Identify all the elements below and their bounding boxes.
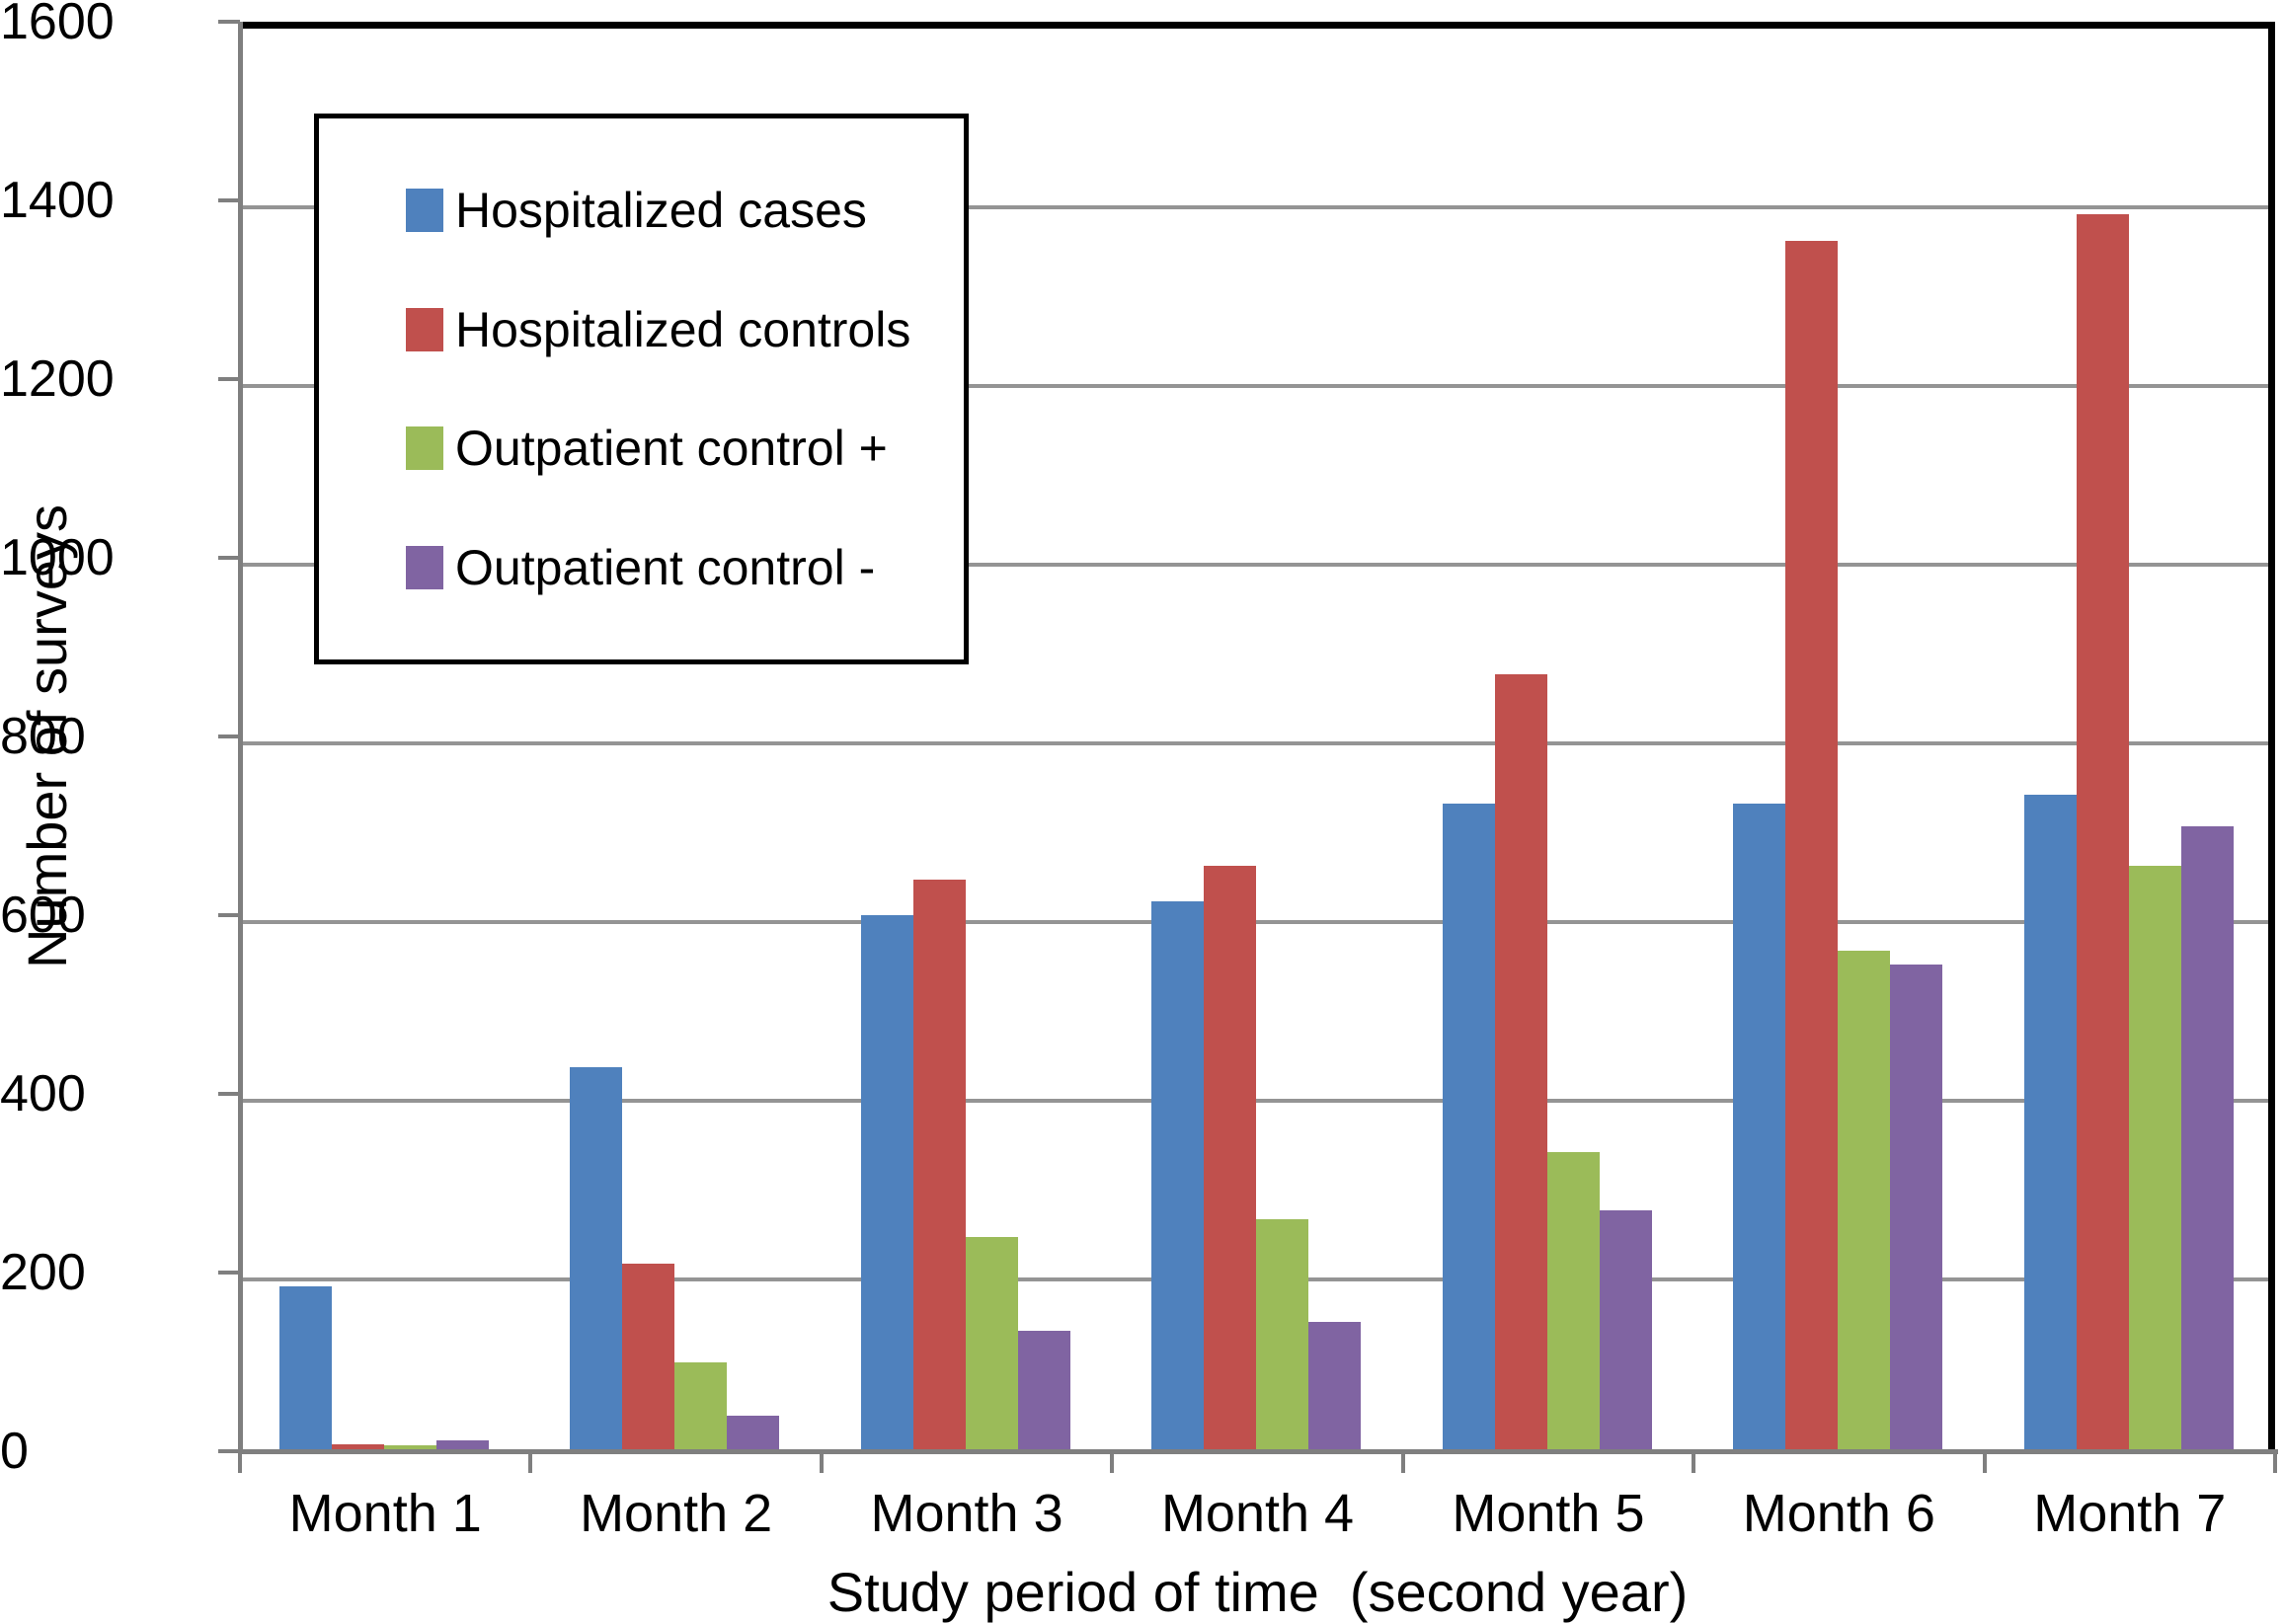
y-tick-label-1200: 1200 [0, 350, 115, 408]
y-tick-label-800: 800 [0, 708, 86, 765]
gridline-800 [240, 741, 2268, 745]
bar-hospitalized-controls-2 [622, 1263, 675, 1451]
x-axis-line [238, 1449, 2278, 1454]
x-axis-tick [1110, 1451, 1115, 1473]
y-tick-label-1600: 1600 [0, 0, 115, 50]
x-axis-tick [528, 1451, 533, 1473]
bar-outpatient-control-2 [674, 1361, 728, 1451]
legend-label: Outpatient control + [455, 421, 888, 477]
bar-hospitalized-controls-3 [912, 879, 966, 1451]
category-label-5: Month 5 [1452, 1484, 1645, 1543]
bar-hospitalized-controls-1 [332, 1443, 384, 1451]
bar-hospitalized-cases-3 [860, 915, 913, 1451]
bar-outpatient-control-3 [965, 1236, 1018, 1451]
bar-hospitalized-controls-5 [1494, 673, 1547, 1451]
x-axis-tick [1692, 1451, 1696, 1473]
legend-item: Hospitalized controls [406, 303, 964, 356]
bar-outpatient-control-5 [1599, 1209, 1652, 1451]
bar-hospitalized-controls-4 [1204, 866, 1257, 1451]
x-axis-tick [2273, 1451, 2277, 1473]
y-axis-tick [218, 913, 240, 917]
legend-swatch-icon [406, 426, 443, 471]
legend-item: Outpatient control - [406, 541, 964, 594]
bar-hospitalized-cases-2 [570, 1066, 623, 1451]
y-tick-label-600: 600 [0, 887, 86, 944]
x-axis-title: Study period of time (second year) [827, 1561, 1689, 1623]
y-axis-line [238, 22, 243, 1454]
category-label-7: Month 7 [2033, 1484, 2227, 1543]
bar-outpatient-control-1 [384, 1444, 436, 1451]
y-axis-tick [218, 1449, 240, 1453]
x-axis-tick [238, 1451, 242, 1473]
plot-area [240, 22, 2275, 1451]
category-label-3: Month 3 [870, 1484, 1063, 1543]
y-tick-label-1400: 1400 [0, 172, 115, 229]
bar-outpatient-control-7 [2128, 866, 2181, 1451]
category-label-6: Month 6 [1742, 1484, 1935, 1543]
category-label-2: Month 2 [580, 1484, 773, 1543]
category-label-4: Month 4 [1160, 1484, 1355, 1543]
bar-hospitalized-controls-6 [1785, 240, 1839, 1451]
y-axis-tick [218, 20, 240, 24]
y-axis-tick [218, 1271, 240, 1275]
bar-hospitalized-cases-4 [1151, 901, 1205, 1451]
y-tick-label-1000: 1000 [0, 529, 115, 586]
bar-outpatient-control-4 [1256, 1218, 1309, 1451]
y-tick-label-400: 400 [0, 1065, 86, 1122]
bar-outpatient-control-2 [727, 1415, 780, 1451]
bar-outpatient-control-7 [2180, 825, 2234, 1451]
legend-label: Outpatient control - [455, 539, 876, 595]
legend-swatch-icon [406, 545, 443, 589]
bar-outpatient-control-4 [1308, 1321, 1362, 1451]
y-axis-tick [218, 198, 240, 202]
legend-swatch-icon [406, 307, 443, 351]
bar-hospitalized-cases-1 [279, 1285, 332, 1451]
gridline-1400 [240, 205, 2268, 209]
y-tick-label-200: 200 [0, 1244, 86, 1301]
bar-outpatient-control-3 [1017, 1330, 1070, 1451]
gridline-1200 [240, 384, 2268, 388]
legend-box: Hospitalized cases Hospitalized controls O… [314, 114, 969, 664]
y-axis-tick [218, 1092, 240, 1096]
bar-outpatient-control-6 [1890, 964, 1943, 1451]
x-axis-tick [1400, 1451, 1405, 1473]
legend-item: Outpatient control + [406, 422, 964, 475]
bar-outpatient-control-6 [1838, 951, 1891, 1451]
y-axis-tick [218, 377, 240, 381]
bar-hospitalized-cases-6 [1733, 803, 1786, 1451]
bar-outpatient-control-5 [1546, 1151, 1600, 1451]
y-axis-tick [218, 735, 240, 738]
gridline-1000 [240, 563, 2268, 567]
category-label-1: Month 1 [288, 1484, 482, 1543]
legend-item: Hospitalized cases [406, 184, 964, 237]
legend-swatch-icon [406, 189, 443, 233]
x-axis-tick [1982, 1451, 1987, 1473]
bar-outpatient-control-1 [436, 1440, 489, 1451]
y-axis-tick [218, 556, 240, 560]
legend-label: Hospitalized cases [455, 183, 867, 239]
bar-hospitalized-cases-5 [1442, 803, 1495, 1451]
y-tick-label-0: 0 [0, 1423, 29, 1480]
x-axis-tick [819, 1451, 824, 1473]
bar-hospitalized-cases-7 [2023, 794, 2077, 1451]
bar-hospitalized-controls-7 [2076, 213, 2129, 1451]
legend-label: Hospitalized controls [455, 301, 911, 357]
